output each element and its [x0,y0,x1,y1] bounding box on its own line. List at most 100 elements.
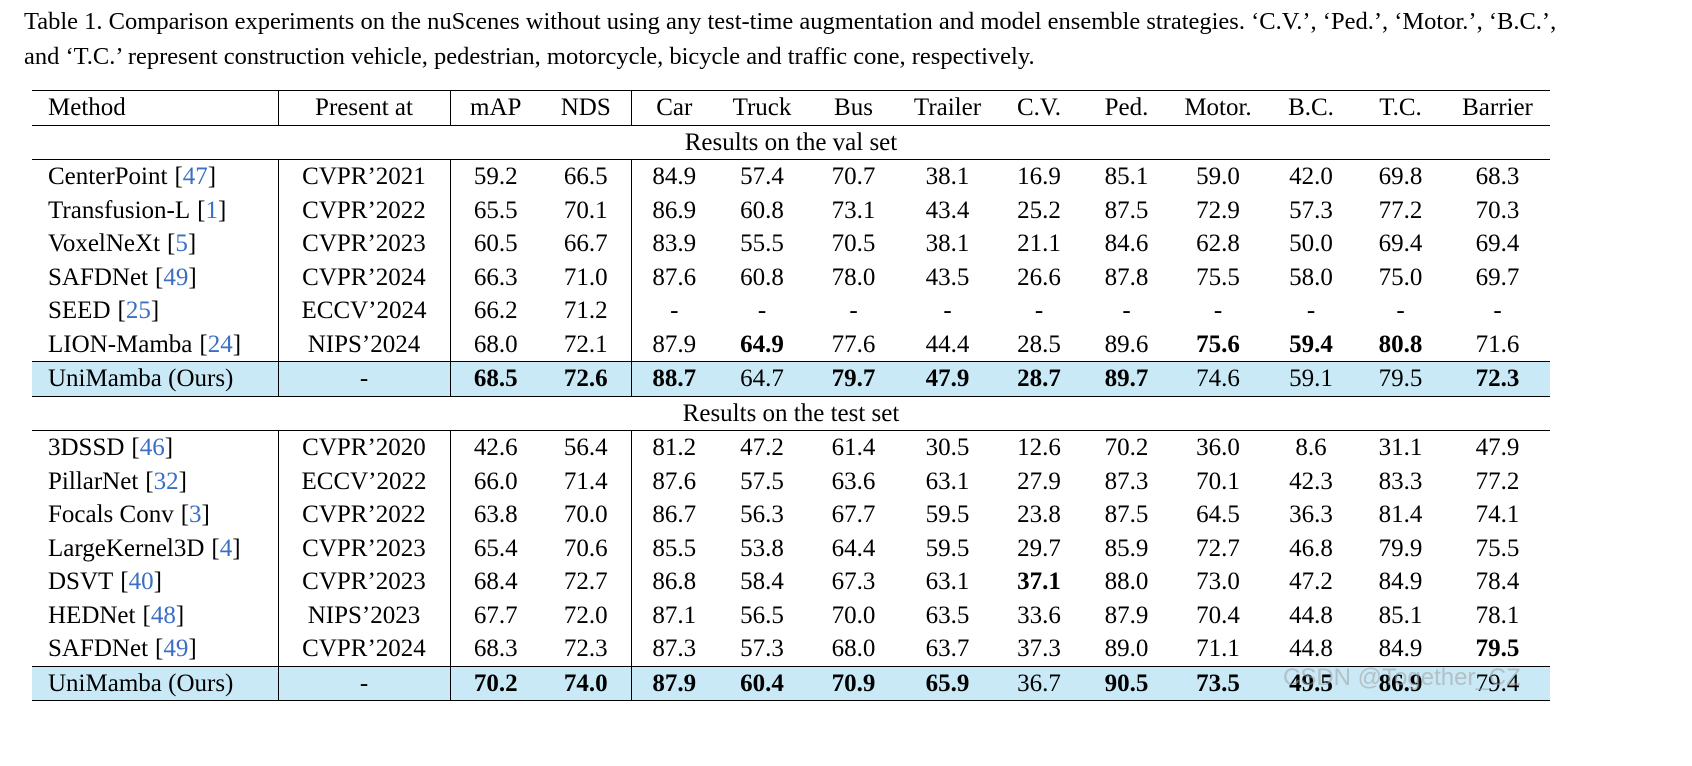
cite-bracket: [ [197,196,206,224]
value-cell: 68.4 [473,568,518,596]
value-cell: 71.1 [1196,635,1240,663]
value-cell: 67.7 [831,501,876,529]
method-cell: LargeKernel3D [4] [32,531,279,565]
value-cell: 81.4 [1378,501,1423,529]
value-cell: 29.7 [1017,534,1061,562]
value-cell: - [943,297,952,325]
value-cell: 85.1 [1378,601,1423,629]
value-cell: 85.5 [652,534,697,562]
value-cell: 87.1 [652,601,697,629]
value-cell: 60.8 [740,263,784,291]
value-cell: 80.8 [1378,330,1423,358]
value-cell: - [757,297,767,325]
value-cell: 68.0 [473,330,518,358]
column-header: Method [32,90,279,126]
value-cell: 64.7 [717,361,807,397]
value-cell: 58.4 [740,568,784,596]
value-cell: 79.5 [1475,635,1520,663]
value-cell: 69.8 [1378,163,1423,191]
venue-cell: CVPR’2024 [278,260,451,294]
column-header: Truck [717,90,807,126]
value-cell: 87.6 [652,263,697,291]
value-cell: 87.3 [652,635,697,663]
value-cell: 59.5 [925,501,970,529]
value-cell: 23.8 [1017,501,1061,529]
cite-bracket: ] [175,601,185,629]
value-cell: 84.9 [1378,568,1423,596]
citation: 25 [125,297,151,325]
method-cell: SEED [25] [32,294,279,328]
citation: 47 [182,163,208,191]
cite-bracket: ] [201,501,210,529]
method-name: PillarNet [48,467,139,495]
value-cell: 46.8 [1289,534,1333,562]
value-cell: 38.1 [925,230,970,258]
value-cell: 87.9 [652,330,697,358]
value-cell: 87.5 [1104,501,1149,529]
venue-cell: CVPR’2021 [278,159,451,194]
method-cell: SAFDNet [49] [32,260,279,294]
value-cell: 81.2 [652,434,697,462]
table-row: Focals Conv [3] CVPR’2022 63.8 70.0 86.7 56.3 6… [32,498,1550,532]
value-cell: 21.1 [1017,230,1061,258]
method-cell: DSVT [40] [32,565,279,599]
column-header: Trailer [900,90,995,126]
value-cell: 37.1 [1017,568,1061,596]
cite-bracket: ] [178,467,187,495]
value-cell: 62.8 [1196,230,1240,258]
cite-bracket: ] [187,230,197,258]
value-cell: 73.0 [1196,568,1240,596]
method-name: LION-Mamba [48,330,193,358]
method-name: Focals Conv [48,501,174,529]
cite-bracket: ] [150,297,160,325]
section-title: Results on the test set [32,396,1550,431]
value-cell: 72.7 [541,565,632,599]
column-header: Ped. [1083,90,1170,126]
value-cell: 78.4 [1475,568,1520,596]
value-cell: 87.5 [1104,196,1149,224]
value-cell: 59.1 [1266,361,1356,397]
method-name: CenterPoint [48,163,168,191]
value-cell: 16.9 [1017,163,1061,191]
value-cell: 72.3 [541,632,632,666]
value-cell: 63.1 [925,467,970,495]
table-row: SAFDNet [49] CVPR’2024 68.3 72.3 87.3 57.3 68.0… [32,632,1550,666]
value-cell: 85.1 [1104,163,1149,191]
value-cell: 70.6 [541,531,632,565]
cite-bracket: ] [232,534,241,562]
citation: 46 [139,434,165,462]
table-row: SEED [25] ECCV’2024 66.2 71.2- - - - - - - - - - [32,294,1550,328]
citation: 40 [128,568,154,596]
value-cell: 37.3 [1017,635,1061,663]
value-cell: 68.0 [831,635,876,663]
value-cell: 85.9 [1104,534,1149,562]
citation: 32 [153,467,179,495]
value-cell: 25.2 [1017,196,1061,224]
column-header: T.C. [1356,90,1445,126]
section-row: Results on the test set [32,396,1550,431]
cite-bracket: [ [131,434,140,462]
value-cell: 89.6 [1104,330,1149,358]
value-cell: 78.1 [1475,601,1520,629]
value-cell: 47.9 [1475,434,1520,462]
value-cell: 59.0 [1196,163,1240,191]
value-cell: - [849,297,858,325]
method-cell: HEDNet [48] [32,598,279,632]
venue-cell: CVPR’2024 [278,632,451,666]
citation: 3 [189,501,202,529]
venue-cell: CVPR’2023 [278,227,451,261]
method-name: LargeKernel3D [48,534,205,562]
value-cell: 70.5 [831,230,876,258]
cite-bracket: [ [174,163,183,191]
value-cell: 67.7 [473,601,518,629]
table-row: 3DSSD [46] CVPR’2020 42.6 56.4 81.2 47.2 61.4 30… [32,430,1550,465]
column-header: B.C. [1266,90,1356,126]
value-cell: 70.2 [1104,434,1149,462]
value-cell: 36.3 [1289,501,1333,529]
value-cell: 63.1 [925,568,970,596]
value-cell: 71.2 [541,294,632,328]
method-cell: UniMamba (Ours) [32,665,279,701]
citation: 5 [175,230,188,258]
venue-cell: - [278,665,451,701]
